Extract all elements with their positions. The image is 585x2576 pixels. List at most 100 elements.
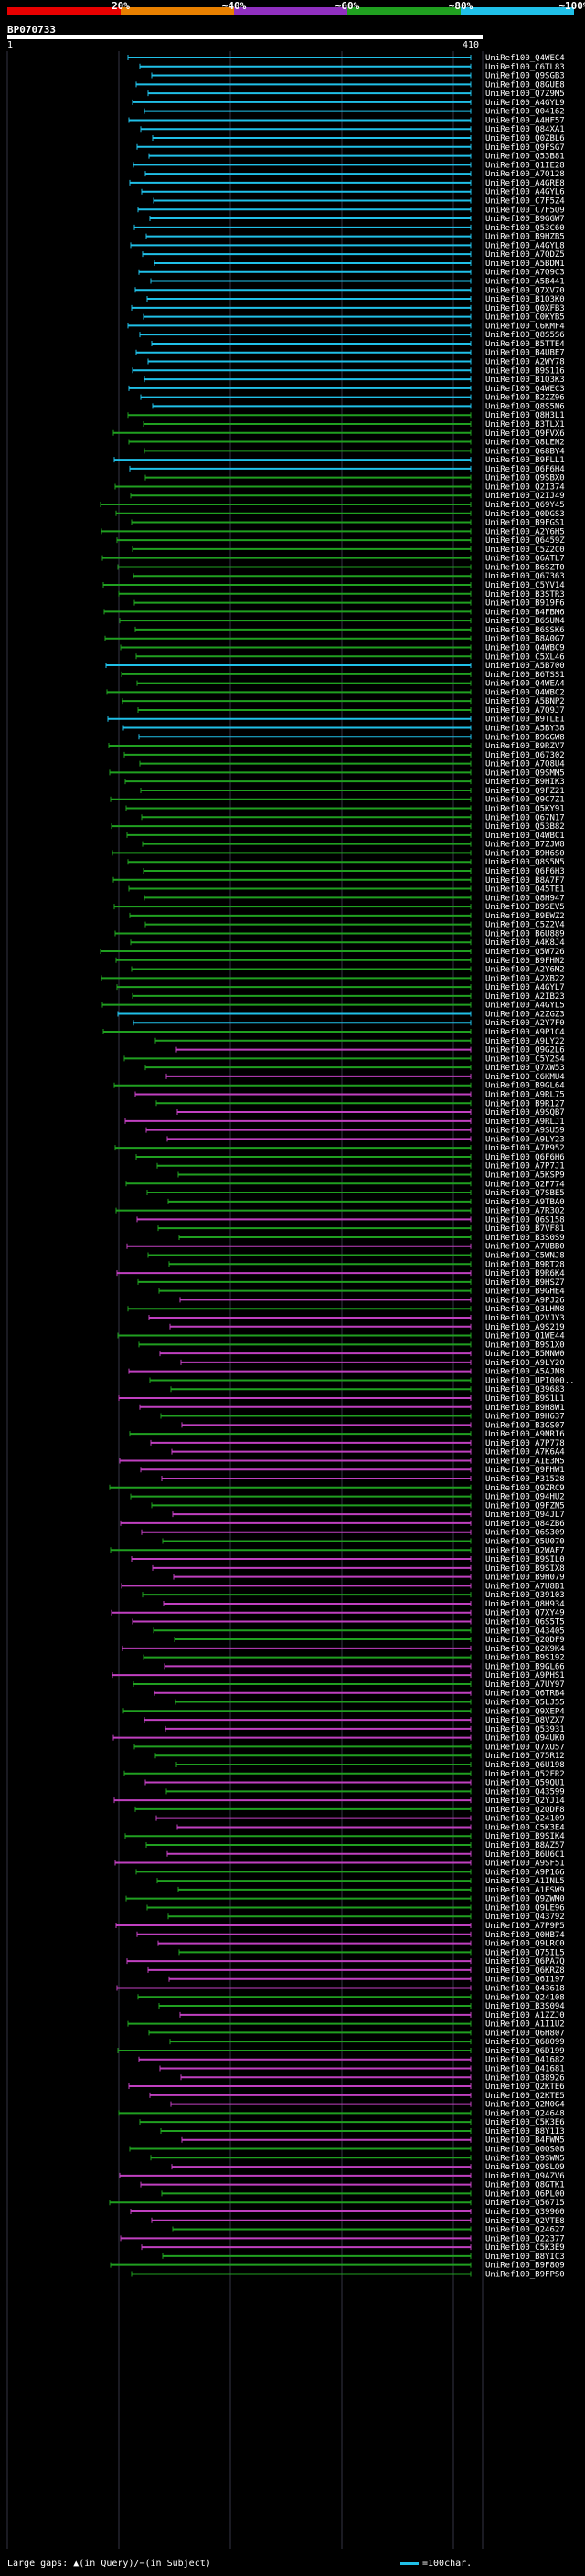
- hit-label[interactable]: UniRef100_Q41681: [485, 2065, 565, 2074]
- hit-label[interactable]: UniRef100_Q6F6H4: [485, 465, 565, 474]
- hit-row[interactable]: UniRef100_A1I1U2: [127, 2020, 565, 2030]
- hit-row[interactable]: UniRef100_A7UY97: [133, 1680, 565, 1690]
- hit-label[interactable]: UniRef100_Q24648: [485, 2109, 565, 2118]
- hit-label[interactable]: UniRef100_Q2KTE6: [485, 2083, 565, 2092]
- hit-row[interactable]: UniRef100_C0KYB5: [143, 313, 565, 323]
- hit-label[interactable]: UniRef100_Q6U198: [485, 1761, 565, 1770]
- hit-label[interactable]: UniRef100_C6TL83: [485, 63, 565, 72]
- hit-label[interactable]: UniRef100_B9H637: [485, 1413, 565, 1422]
- hit-row[interactable]: UniRef100_B9R127: [155, 1099, 565, 1108]
- hit-label[interactable]: UniRef100_Q4WBC9: [485, 643, 565, 652]
- hit-row[interactable]: UniRef100_B9R6K4: [116, 1269, 565, 1278]
- hit-row[interactable]: UniRef100_B9S116: [132, 366, 565, 376]
- hit-row[interactable]: UniRef100_Q94JL7: [172, 1511, 565, 1520]
- hit-row[interactable]: UniRef100_A7UBB0: [126, 1243, 565, 1252]
- hit-label[interactable]: UniRef100_Q0DGS3: [485, 510, 565, 519]
- hit-label[interactable]: UniRef100_Q68BY4: [485, 447, 565, 456]
- hit-label[interactable]: UniRef100_A5BDM1: [485, 260, 565, 269]
- hit-label[interactable]: UniRef100_B9FLL1: [485, 456, 565, 465]
- hit-label[interactable]: UniRef100_A4GYL5: [485, 1002, 565, 1011]
- hit-label[interactable]: UniRef100_Q59QU1: [485, 1779, 565, 1788]
- hit-label[interactable]: UniRef100_Q22377: [485, 2234, 565, 2243]
- hit-label[interactable]: UniRef100_Q5KY91: [485, 805, 565, 814]
- hit-row[interactable]: UniRef100_Q53931: [165, 1725, 565, 1734]
- hit-row[interactable]: UniRef100_A4GYL6: [141, 188, 565, 197]
- hit-row[interactable]: UniRef100_Q5U070: [162, 1537, 565, 1546]
- hit-row[interactable]: UniRef100_A7Q8U4: [139, 760, 565, 769]
- hit-row[interactable]: UniRef100_B6SZT0: [117, 563, 565, 572]
- hit-row[interactable]: UniRef100_Q2QDF9: [174, 1636, 565, 1645]
- hit-row[interactable]: UniRef100_Q8LEN2: [128, 439, 565, 448]
- hit-row[interactable]: UniRef100_A2ZGZ3: [117, 1010, 565, 1019]
- hit-label[interactable]: UniRef100_Q9G2L6: [485, 1046, 565, 1055]
- hit-row[interactable]: UniRef100_C5Y2S4: [123, 1055, 565, 1064]
- hit-row[interactable]: UniRef100_Q4WBC1: [126, 832, 565, 841]
- hit-label[interactable]: UniRef100_Q9FSG7: [485, 143, 565, 153]
- hit-label[interactable]: UniRef100_Q9ZWM0: [485, 1895, 565, 1904]
- hit-label[interactable]: UniRef100_B9SIL0: [485, 1555, 565, 1564]
- hit-row[interactable]: UniRef100_B9F8Q9: [110, 2262, 565, 2271]
- hit-label[interactable]: UniRef100_Q8S5S6: [485, 331, 565, 340]
- hit-label[interactable]: UniRef100_Q9FHW1: [485, 1466, 565, 1475]
- hit-label[interactable]: UniRef100_A7P9P5: [485, 1922, 565, 1931]
- hit-label[interactable]: UniRef100_Q68099: [485, 2038, 565, 2047]
- hit-row[interactable]: UniRef100_Q8S5S6: [139, 331, 565, 340]
- hit-row[interactable]: UniRef100_Q6F6H3: [143, 867, 565, 876]
- hit-row[interactable]: UniRef100_A5B441: [150, 278, 565, 287]
- hit-row[interactable]: UniRef100_B9RT28: [168, 1260, 565, 1269]
- hit-label[interactable]: UniRef100_P31528: [485, 1475, 565, 1484]
- hit-row[interactable]: UniRef100_Q6TRB4: [154, 1690, 565, 1699]
- hit-row[interactable]: UniRef100_A9SF51: [114, 1860, 565, 1869]
- hit-row[interactable]: UniRef100_B6SUN4: [119, 617, 565, 626]
- hit-label[interactable]: UniRef100_A9S219: [485, 1323, 565, 1332]
- hit-row[interactable]: UniRef100_A9LY20: [180, 1359, 565, 1368]
- hit-label[interactable]: UniRef100_B9FPS0: [485, 2270, 565, 2279]
- hit-label[interactable]: UniRef100_Q9XEP4: [485, 1707, 565, 1716]
- hit-row[interactable]: UniRef100_C5K3E6: [139, 2118, 565, 2127]
- hit-label[interactable]: UniRef100_B9SIX8: [485, 1564, 565, 1574]
- hit-row[interactable]: UniRef100_Q9C7Z1: [110, 796, 565, 805]
- hit-label[interactable]: UniRef100_Q9SMM5: [485, 769, 565, 778]
- hit-row[interactable]: UniRef100_B8A7F7: [112, 876, 565, 885]
- hit-label[interactable]: UniRef100_Q7SBE5: [485, 1189, 565, 1198]
- hit-label[interactable]: UniRef100_Q9FVX6: [485, 429, 565, 439]
- hit-label[interactable]: UniRef100_B5MNW0: [485, 1350, 565, 1359]
- hit-label[interactable]: UniRef100_B9S116: [485, 366, 565, 376]
- hit-row[interactable]: UniRef100_Q4WEC4: [127, 54, 565, 63]
- hit-label[interactable]: UniRef100_Q43792: [485, 1913, 565, 1922]
- hit-label[interactable]: UniRef100_B3GS07: [485, 1421, 565, 1430]
- hit-label[interactable]: UniRef100_Q2K9K4: [485, 1645, 565, 1654]
- hit-row[interactable]: UniRef100_A5BNP2: [122, 697, 565, 706]
- hit-label[interactable]: UniRef100_B6U889: [485, 929, 565, 938]
- hit-row[interactable]: UniRef100_Q67N17: [141, 813, 565, 822]
- hit-label[interactable]: UniRef100_B3TLX1: [485, 420, 565, 429]
- hit-row[interactable]: UniRef100_B9FPS0: [131, 2270, 565, 2279]
- hit-row[interactable]: UniRef100_Q1IE28: [133, 161, 565, 170]
- hit-row[interactable]: UniRef100_Q24109: [155, 1815, 565, 1824]
- hit-label[interactable]: UniRef100_C5Y2S4: [485, 1055, 565, 1064]
- hit-row[interactable]: UniRef100_Q9FZ21: [140, 787, 565, 796]
- hit-label[interactable]: UniRef100_A5AJN8: [485, 1368, 565, 1377]
- hit-row[interactable]: UniRef100_Q2YJ14: [113, 1797, 565, 1806]
- hit-row[interactable]: UniRef100_Q9SMM5: [109, 769, 565, 778]
- hit-row[interactable]: UniRef100_B9EWZ2: [129, 912, 565, 921]
- hit-row[interactable]: UniRef100_Q6PA7Q: [126, 1957, 565, 1966]
- hit-row[interactable]: UniRef100_B8AZ57: [145, 1841, 565, 1850]
- hit-row[interactable]: UniRef100_B9SIK4: [124, 1832, 565, 1841]
- hit-row[interactable]: UniRef100_Q9FVX6: [112, 429, 565, 439]
- hit-row[interactable]: UniRef100_A1ESW9: [177, 1886, 565, 1895]
- hit-label[interactable]: UniRef100_Q9ZRC9: [485, 1484, 565, 1493]
- hit-row[interactable]: UniRef100_A5AJN8: [128, 1368, 565, 1377]
- hit-row[interactable]: UniRef100_Q9SGB3: [151, 72, 565, 81]
- hit-row[interactable]: UniRef100_B9SIX8: [152, 1564, 565, 1574]
- hit-row[interactable]: UniRef100_A2Y7F0: [133, 1019, 565, 1028]
- hit-row[interactable]: UniRef100_A9PJ26: [179, 1296, 565, 1305]
- hit-row[interactable]: UniRef100_A9TBA0: [167, 1198, 565, 1207]
- hit-row[interactable]: UniRef100_Q7Z9M5: [147, 90, 565, 99]
- hit-label[interactable]: UniRef100_A7Q128: [485, 170, 565, 179]
- hit-label[interactable]: UniRef100_B9F8Q9: [485, 2262, 565, 2271]
- hit-row[interactable]: UniRef100_Q68BY4: [144, 447, 565, 456]
- hit-row[interactable]: UniRef100_A4GYL7: [116, 983, 565, 992]
- hit-row[interactable]: UniRef100_B9HSZ7: [137, 1278, 565, 1288]
- hit-label[interactable]: UniRef100_Q2VJY3: [485, 1314, 565, 1323]
